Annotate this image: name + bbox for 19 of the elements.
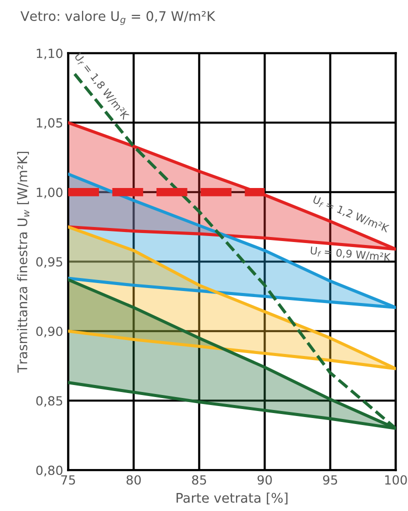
- chart-title: Vetro: valore U$_{g}$ = 0,7 W/m²K: [20, 10, 216, 25]
- y-axis-title: Trasmittanza finestra U$_{w}$ [W/m²K]: [17, 152, 30, 373]
- x-tick-label: 95: [323, 475, 338, 485]
- x-tick-label: 80: [126, 475, 141, 485]
- y-tick-label: 0,90: [36, 326, 62, 338]
- x-tick-label: 75: [61, 475, 75, 485]
- annotation: U$_{f}$ = 1,8 W/m²K: [73, 52, 130, 122]
- y-tick-label: 0,80: [36, 466, 62, 476]
- annotation: U$_{f}$ = 0,9 W/m²K: [310, 246, 391, 263]
- y-tick-label: 1,10: [36, 48, 62, 60]
- y-tick-label: 0,85: [36, 396, 62, 407]
- y-tick-label: 1,05: [36, 118, 62, 129]
- annotation: U$_{f}$ = 1,2 W/m²K: [312, 195, 390, 234]
- x-tick-label: 90: [258, 475, 272, 485]
- x-axis-title: Parte vetrata [%]: [176, 492, 288, 504]
- x-tick-label: 85: [192, 475, 206, 485]
- y-tick-label: 1,00: [36, 188, 62, 198]
- x-tick-label: 100: [385, 475, 407, 485]
- y-tick-label: 0,95: [36, 257, 62, 268]
